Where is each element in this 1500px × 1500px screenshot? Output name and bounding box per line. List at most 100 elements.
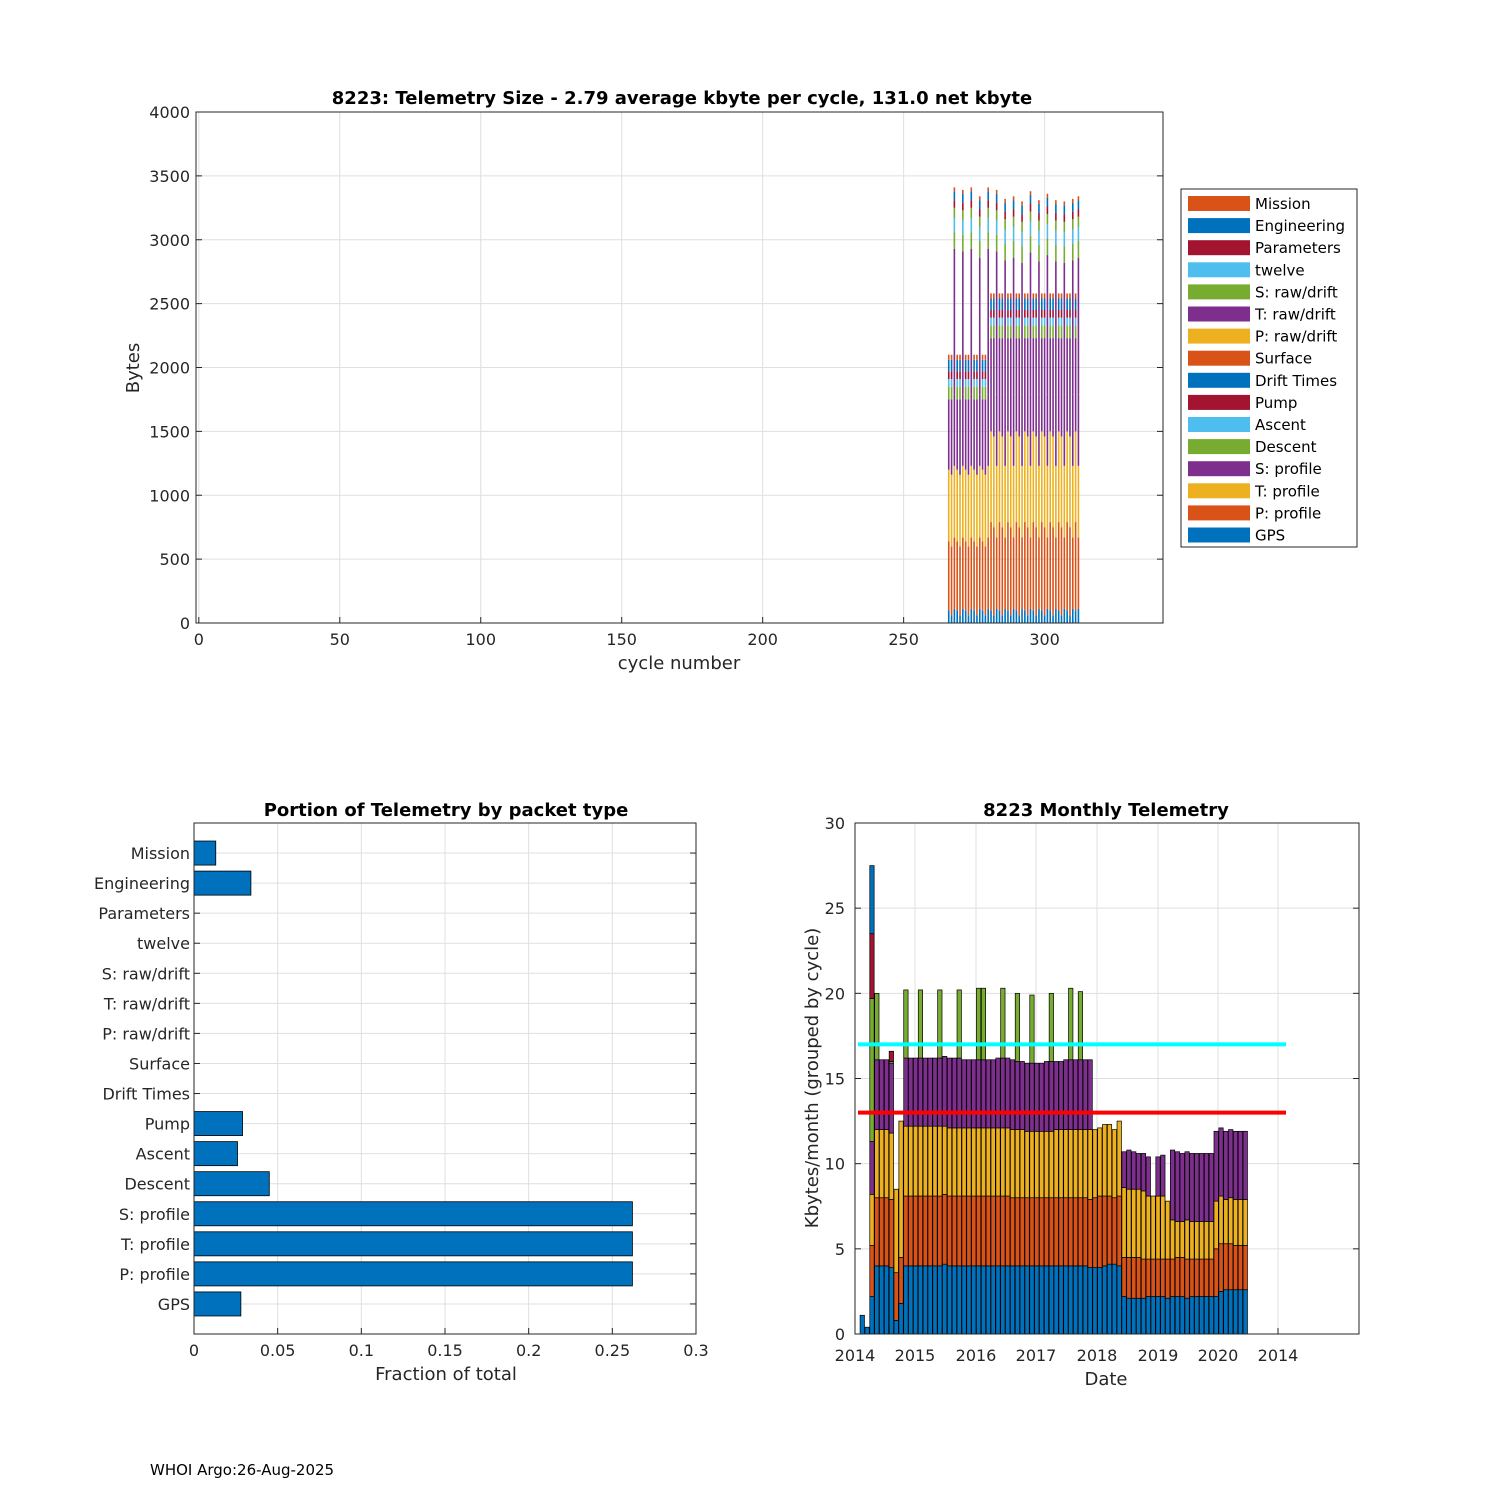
monthly-bar-segment xyxy=(1179,1256,1185,1297)
telemetry-bar-segment xyxy=(1060,615,1063,623)
telemetry-bar-segment xyxy=(1046,214,1049,225)
telemetry-bar-segment xyxy=(1024,325,1026,339)
monthly-bar-segment xyxy=(1140,1258,1146,1299)
portion-category-label: P: raw/drift xyxy=(102,1024,190,1043)
monthly-bar-segment xyxy=(951,1127,957,1197)
telemetry-bar-segment xyxy=(1032,522,1035,611)
telemetry-bar-segment xyxy=(956,386,958,400)
monthly-bar-segment xyxy=(1228,1243,1234,1291)
monthly-bar-segment xyxy=(888,1199,894,1268)
telemetry-bar-segment xyxy=(970,394,973,466)
legend-label: Drift Times xyxy=(1255,372,1337,390)
legend-swatch xyxy=(1188,439,1250,455)
telemetry-bar-segment xyxy=(953,200,956,208)
monthly-bar-segment xyxy=(937,1195,943,1267)
telemetry-bar-segment xyxy=(998,522,1001,611)
monthly-bar-segment xyxy=(1019,1197,1025,1267)
monthly-bar-segment xyxy=(1199,1221,1205,1260)
telemetry-bar-segment xyxy=(1018,527,1021,616)
monthly-bar-segment xyxy=(1010,1129,1016,1199)
telemetry-bar-segment xyxy=(1038,608,1040,623)
monthly-bar-segment xyxy=(1121,1151,1127,1188)
telemetry-bar-segment xyxy=(1055,203,1057,213)
legend-swatch xyxy=(1188,527,1250,543)
monthly-bar-segment xyxy=(942,1125,948,1195)
telemetry-bar-segment xyxy=(1038,230,1040,245)
telemetry-bar-segment xyxy=(962,537,964,609)
monthly-bar-segment xyxy=(1005,1195,1011,1267)
telemetry-bar-segment xyxy=(998,293,1001,299)
telemetry-bar-segment xyxy=(1046,255,1049,395)
telemetry-bar-segment xyxy=(967,359,970,372)
telemetry-bar-segment xyxy=(1009,615,1012,623)
telemetry-bar-segment xyxy=(1012,226,1015,242)
monthly-bar-segment xyxy=(1223,1199,1229,1245)
telemetry-bar-segment xyxy=(1012,241,1015,258)
telemetry-bar-segment xyxy=(1035,325,1037,339)
monthly-bar-segment xyxy=(1145,1296,1151,1335)
telemetry-bar-segment xyxy=(950,474,953,547)
monthly-bar-segment xyxy=(903,1265,909,1335)
monthly-bar-segment xyxy=(1053,1265,1059,1335)
monthly-bar-segment xyxy=(966,1265,972,1335)
telemetry-bar-segment xyxy=(1046,238,1049,256)
monthly-bar-segment xyxy=(1048,1197,1054,1267)
telemetry-bar-segment xyxy=(998,310,1001,318)
telemetry-bar-segment xyxy=(1074,522,1077,611)
telemetry-bar-segment xyxy=(984,359,987,372)
monthly-bar-segment xyxy=(1213,1130,1219,1202)
monthly-bar-segment xyxy=(976,1127,982,1197)
telemetry-bar-segment xyxy=(1038,212,1040,221)
telemetry-bar-segment xyxy=(953,191,956,201)
telemetry-bar-segment xyxy=(973,541,975,611)
telemetry-bar-segment xyxy=(1043,310,1046,318)
telemetry-bar-segment xyxy=(1055,212,1057,221)
telemetry-bar-segment xyxy=(1060,325,1063,339)
monthly-bar-segment xyxy=(1039,1197,1045,1267)
telemetry-bar-segment xyxy=(1029,235,1032,253)
portion-category-label: GPS xyxy=(158,1295,190,1314)
monthly-bar-segment xyxy=(1121,1296,1127,1335)
monthly-bar-segment xyxy=(1058,1129,1064,1199)
monthly-bar-segment xyxy=(1203,1258,1210,1297)
telemetry-bar-segment xyxy=(995,251,998,395)
monthly-bar-segment xyxy=(1179,1296,1185,1335)
legend-label: T: profile xyxy=(1254,482,1320,500)
monthly-bar-segment xyxy=(1082,1059,1088,1130)
monthly-bar-segment xyxy=(1223,1243,1229,1291)
monthly-bar-segment xyxy=(1140,1297,1146,1335)
monthly-bar-segment xyxy=(995,1057,1001,1129)
telemetry-bar-segment xyxy=(978,241,981,258)
telemetry-bar-segment xyxy=(1077,216,1080,227)
telemetry-bar-segment xyxy=(1040,610,1043,623)
portion-x-tick-label: 0.2 xyxy=(516,1341,541,1360)
monthly-bar-segment xyxy=(951,1195,957,1267)
monthly-bar-segment xyxy=(1043,1130,1050,1199)
telemetry-bar-segment xyxy=(1007,310,1009,318)
telemetry-bar-segment xyxy=(1009,527,1012,616)
telemetry-bar-segment xyxy=(1035,293,1037,299)
telemetry-bar-segment xyxy=(1074,338,1077,432)
monthly-bar-segment xyxy=(1087,1199,1093,1268)
monthly-bar-segment xyxy=(913,1057,919,1127)
telemetry-bar-segment xyxy=(1024,317,1026,326)
monthly-bar-segment xyxy=(1174,1296,1180,1335)
legend-label: P: profile xyxy=(1255,504,1321,522)
telemetry-bar-segment xyxy=(970,191,973,201)
portion-category-label: Descent xyxy=(124,1175,190,1194)
monthly-bar-segment xyxy=(1208,1296,1214,1335)
telemetry-bar-segment xyxy=(1077,465,1080,538)
telemetry-bar-segment xyxy=(987,394,990,466)
telemetry-bar-segment xyxy=(967,399,970,475)
telemetry-bar-segment xyxy=(947,359,950,372)
telemetry-bar-segment xyxy=(953,394,956,466)
telemetry-bar-segment xyxy=(1012,394,1015,466)
portion-bar xyxy=(193,1111,243,1137)
telemetry-bar-segment xyxy=(1015,610,1018,623)
telemetry-bar-segment xyxy=(993,615,995,623)
monthly-bar-segment xyxy=(1237,1245,1243,1291)
telemetry-bar-segment xyxy=(1021,201,1023,206)
telemetry-bar-segment xyxy=(1052,325,1054,339)
monthly-bar-segment xyxy=(1136,1153,1142,1190)
telemetry-bar-segment xyxy=(1038,200,1040,204)
